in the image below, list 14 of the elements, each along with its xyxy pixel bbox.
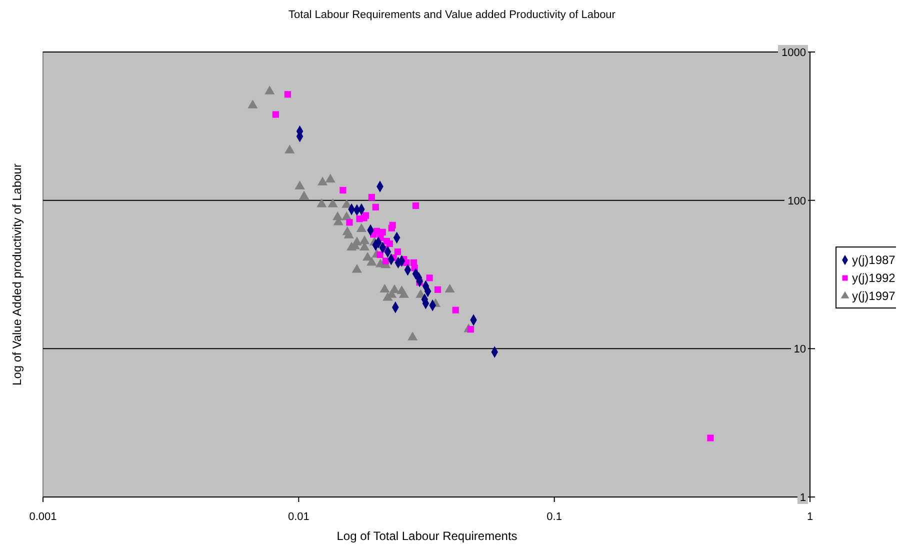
y-tick-label: 10 [794,344,806,356]
x-tick-label: 1 [806,511,814,523]
x-tick-label: 0.01 [288,511,310,523]
legend-label: y(j)1987 [852,253,896,267]
x-axis-title: Log of Total Labour Requirements [336,529,518,543]
legend-label: y(j)1992 [852,271,896,285]
y-axis-title: Log of Value Added productivity of Labour [10,164,24,386]
y-tick-label: 1 [800,492,806,504]
x-tick-label: 0.001 [29,511,57,523]
x-tick-label: 0.1 [546,511,562,523]
y-tick-label: 1000 [782,47,806,59]
y-tick-label: 100 [788,195,806,208]
legend-label: y(j)1997 [852,289,896,303]
chart-title: Total Labour Requirements and Value added Productivity of Labour [288,9,616,21]
